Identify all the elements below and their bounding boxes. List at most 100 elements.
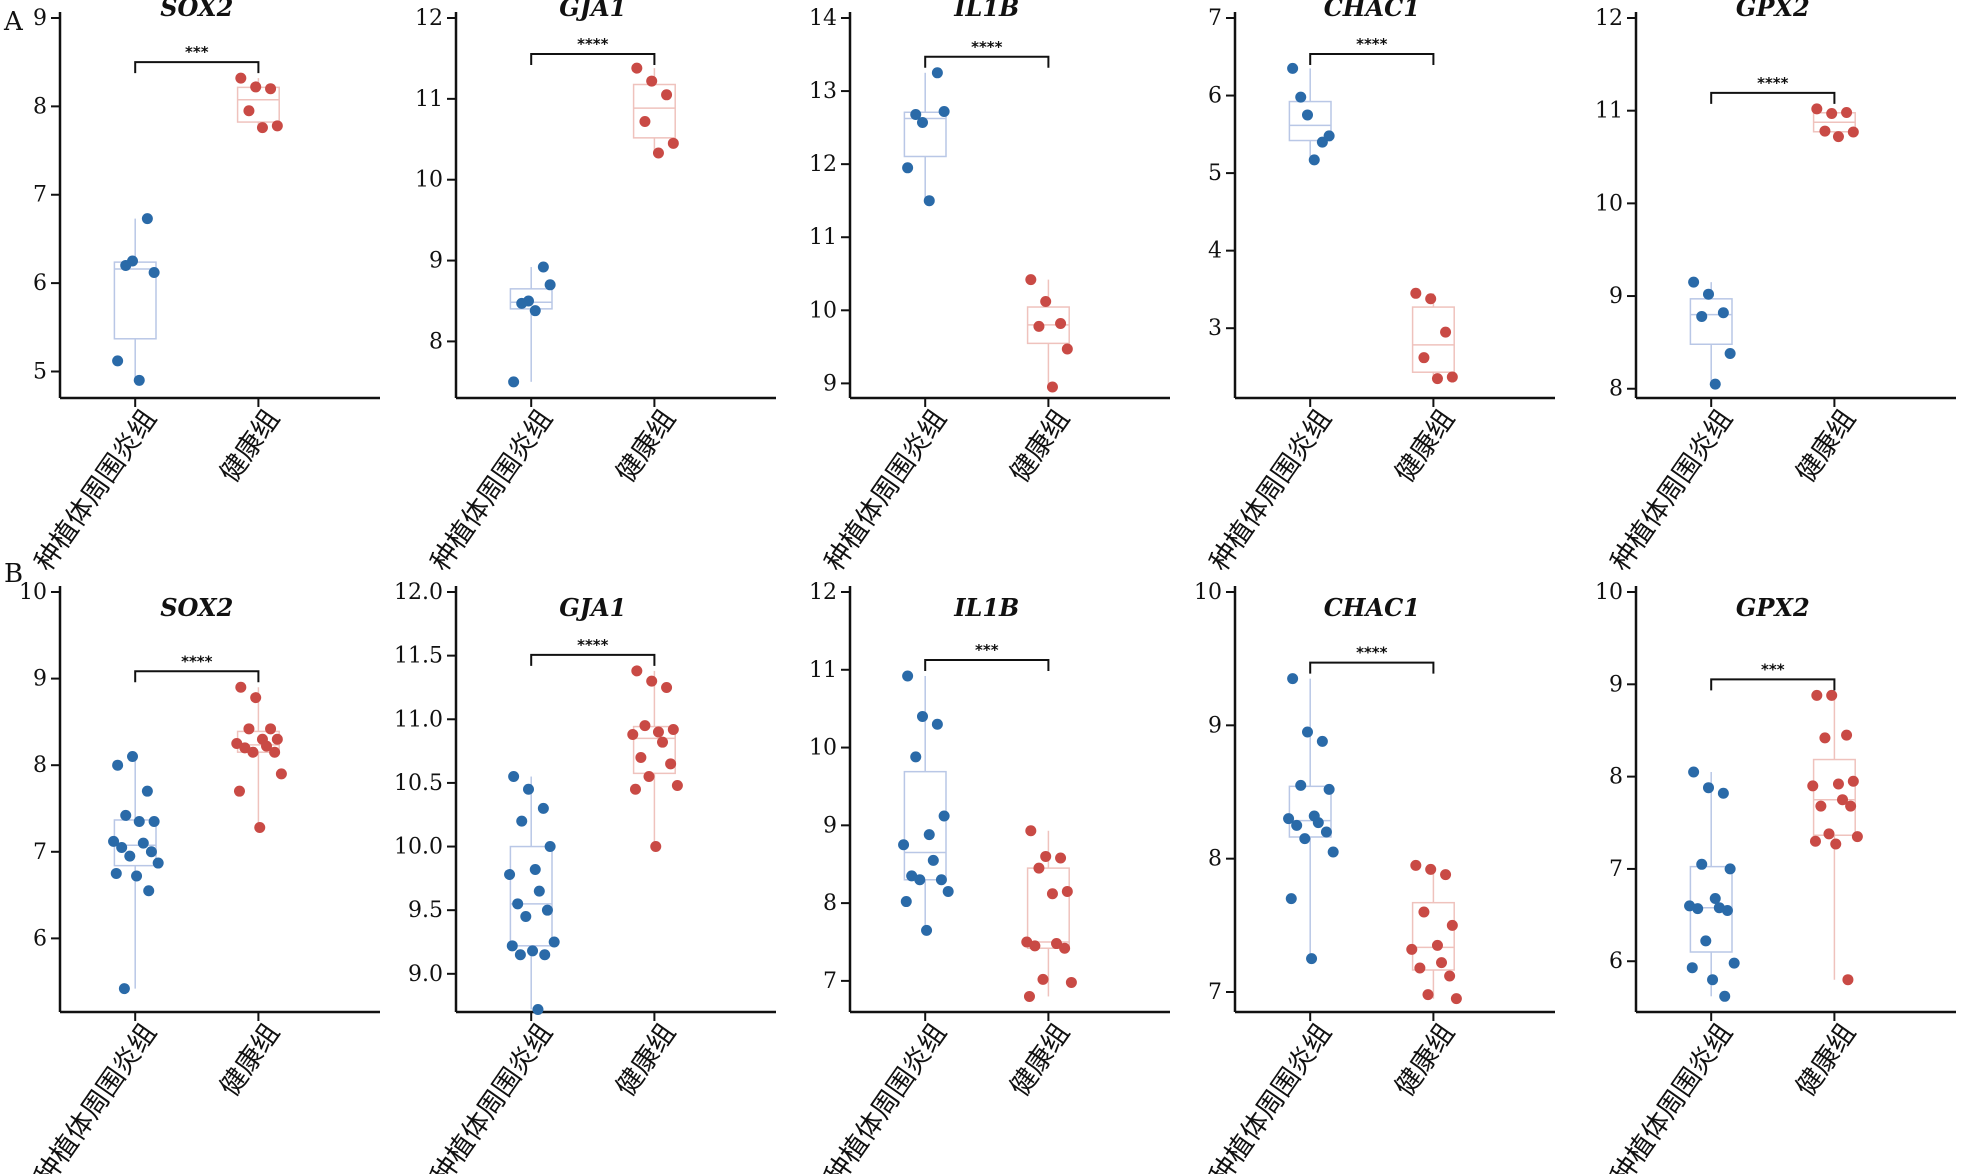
data-point (1728, 957, 1740, 969)
x-category-label: 健康组 (1004, 1018, 1076, 1102)
data-point (931, 718, 943, 730)
data-point (1025, 825, 1037, 837)
data-point (544, 279, 556, 291)
data-point (639, 115, 651, 127)
chart-b-chac1: 7 8 9 10 种植体周围炎组 健康组 CHAC1 **** (1194, 580, 1555, 1174)
box-iqr (1689, 298, 1733, 345)
data-point (1033, 320, 1045, 332)
data-point (1431, 373, 1443, 385)
x-category-label: 健康组 (1389, 404, 1461, 488)
data-point (1847, 126, 1859, 138)
data-point (1299, 833, 1311, 845)
y-tick-label: 12 (809, 152, 837, 177)
y-tick-label: 11 (809, 225, 837, 250)
chart-title: SOX2 (160, 593, 233, 622)
data-point (527, 945, 539, 957)
data-point (652, 147, 664, 159)
data-point (529, 863, 541, 875)
box-iqr (509, 845, 553, 947)
data-point (1444, 970, 1456, 982)
data-point (537, 261, 549, 273)
data-point (265, 83, 277, 95)
data-point (1826, 107, 1838, 119)
data-point (1308, 154, 1320, 166)
y-tick-label: 14 (809, 6, 837, 31)
data-point (938, 106, 950, 118)
data-point (1327, 846, 1339, 858)
data-point (112, 355, 124, 367)
y-tick-label: 11.5 (394, 644, 443, 669)
data-point (1323, 783, 1335, 795)
data-point (900, 896, 912, 908)
chart-title: CHAC1 (1324, 0, 1420, 22)
data-point (537, 802, 549, 814)
y-tick-label: 10 (809, 736, 837, 761)
y-tick-label: 10 (19, 580, 47, 605)
data-point (1285, 893, 1297, 905)
data-point (1059, 942, 1071, 954)
data-point (665, 758, 677, 770)
data-point (1040, 296, 1052, 308)
chart-a-chac1: 3 4 5 6 7 种植体周围炎组 健康组 CHAC1 **** (1204, 0, 1555, 577)
data-point (1696, 310, 1708, 322)
significance-label: **** (1356, 644, 1388, 662)
data-point (1721, 904, 1733, 916)
significance-label: *** (1761, 660, 1785, 678)
box-iqr (1026, 867, 1070, 949)
data-point (652, 726, 664, 738)
data-point (1707, 974, 1719, 986)
data-point (271, 120, 283, 132)
data-point (233, 785, 245, 797)
data-point (898, 839, 910, 851)
data-point (1023, 990, 1035, 1002)
data-point (148, 815, 160, 827)
chart-title: SOX2 (160, 0, 233, 22)
data-point (1410, 859, 1422, 871)
x-category-label: 种植体周围炎组 (819, 1018, 953, 1174)
data-point (1446, 371, 1458, 383)
data-point (145, 846, 157, 858)
box-iqr (632, 725, 676, 775)
x-category-label: 种植体周围炎组 (425, 404, 559, 577)
chart-b-gja1: 9.0 9.5 10.0 10.5 11.0 11.5 12.0 种植体周围炎组 健康组 GJA1… (394, 580, 776, 1174)
data-point (1823, 828, 1835, 840)
y-tick-label: 8 (33, 94, 47, 119)
chart-title: GJA1 (559, 0, 626, 22)
data-point (646, 75, 658, 87)
data-point (643, 771, 655, 783)
data-point (1717, 307, 1729, 319)
chart-title: GPX2 (1736, 0, 1810, 22)
significance-bracket (530, 653, 656, 666)
y-tick-label: 12 (415, 6, 443, 31)
y-tick-label: 8 (1208, 847, 1222, 872)
data-point (650, 841, 662, 853)
data-point (118, 983, 130, 995)
significance-bracket (1309, 661, 1435, 674)
y-tick-label: 9 (1609, 284, 1623, 309)
data-point (1702, 288, 1714, 300)
y-tick-label: 11 (1595, 99, 1623, 124)
data-point (1046, 888, 1058, 900)
chart-title: IL1B (953, 0, 1019, 22)
data-point (152, 857, 164, 869)
y-tick-label: 6 (33, 271, 47, 296)
data-point (143, 885, 155, 897)
data-point (639, 720, 651, 732)
data-point (508, 771, 520, 783)
y-tick-label: 10.5 (394, 771, 443, 796)
data-point (1320, 826, 1332, 838)
y-tick-label: 3 (1208, 316, 1222, 341)
data-point (506, 940, 518, 952)
data-point (1410, 287, 1422, 299)
y-tick-label: 7 (1208, 6, 1222, 31)
significance-label: **** (1757, 74, 1789, 92)
x-category-label: 健康组 (214, 404, 286, 488)
data-point (235, 681, 247, 693)
chart-b-gpx2: 6 7 8 9 10 种植体周围炎组 健康组 GPX2 *** (1595, 580, 1956, 1174)
y-tick-label: 9 (429, 249, 443, 274)
data-point (1719, 990, 1731, 1002)
significance-bracket (134, 61, 260, 74)
x-category-label: 健康组 (610, 1018, 682, 1102)
data-point (1832, 131, 1844, 143)
chart-b-sox2: 6 7 8 9 10 种植体周围炎组 健康组 SOX2 **** (19, 580, 380, 1174)
